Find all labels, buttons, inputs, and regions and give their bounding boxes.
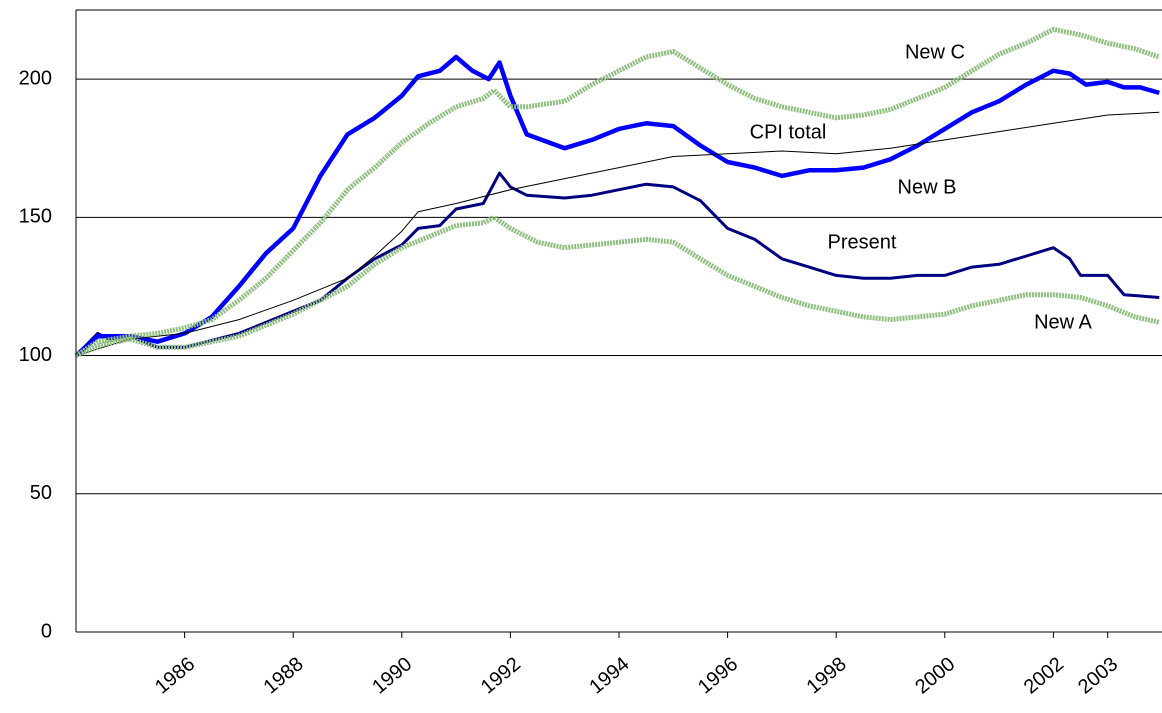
series-line [74, 26, 1161, 358]
y-tick-label: 0 [41, 620, 52, 642]
series-label: CPI total [750, 121, 827, 143]
x-tick-label: 1994 [585, 653, 633, 698]
y-tick-label: 150 [19, 206, 52, 228]
x-tick-label: 1996 [694, 653, 742, 698]
x-tick-label: 1986 [151, 653, 199, 698]
lines [74, 26, 1161, 358]
series-label: New B [898, 176, 957, 198]
y-tick-label: 200 [19, 67, 52, 89]
x-tick-label: 2003 [1074, 653, 1122, 698]
series-label: New C [905, 41, 965, 63]
x-tick-label: 1998 [803, 653, 851, 698]
x-tick-label: 1992 [477, 653, 525, 698]
y-tick-label: 50 [30, 482, 52, 504]
series-line [75, 214, 1160, 358]
series-line [74, 171, 1160, 357]
x-tick-label: 2000 [911, 653, 959, 698]
axes: 0 50 100 150 200 1986 1988 1990 1992 1994 1996 1998… [19, 10, 1162, 698]
series-label: New A [1034, 311, 1092, 333]
series-line [74, 54, 1160, 358]
grid [76, 78, 1162, 495]
series-label: Present [828, 231, 897, 253]
series-line [75, 111, 1160, 357]
x-tick-label: 1988 [260, 653, 308, 698]
y-tick-label: 100 [19, 344, 52, 366]
x-tick-label: 1990 [368, 653, 416, 698]
x-tick-label: 2002 [1020, 653, 1068, 698]
